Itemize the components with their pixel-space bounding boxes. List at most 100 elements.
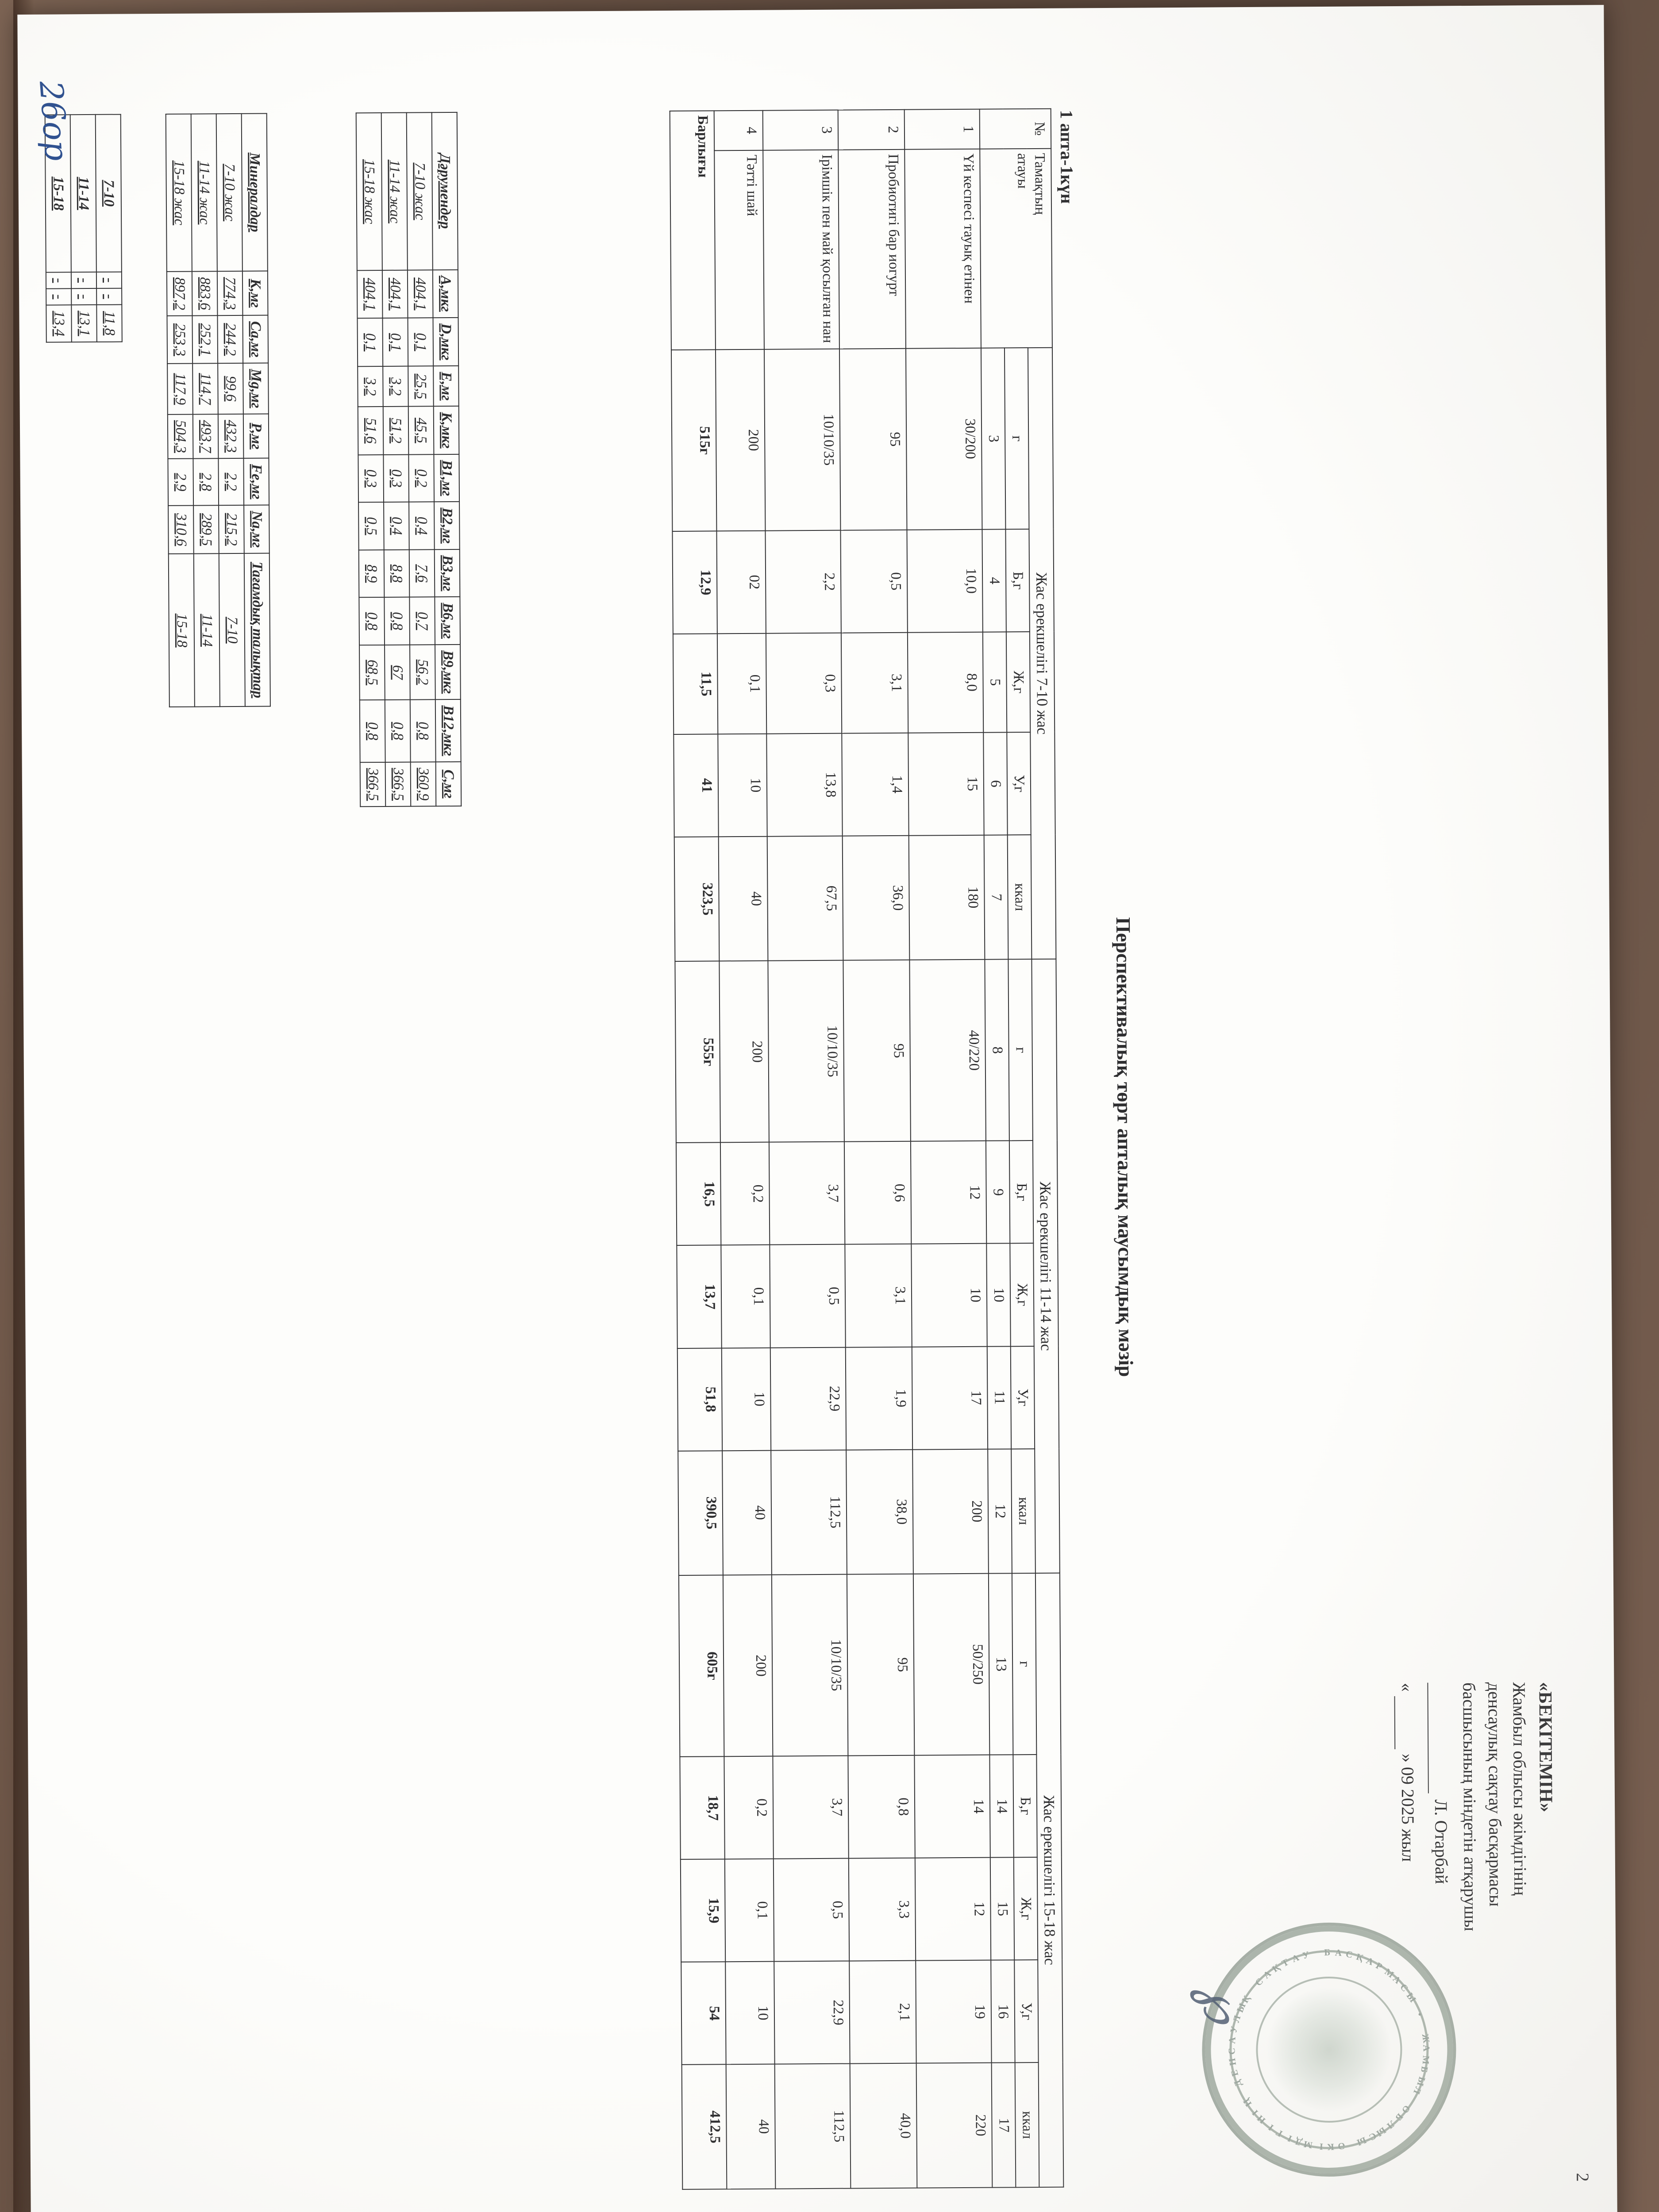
cell-b7: 2,2 xyxy=(765,530,841,634)
menu-table: № Тамақтың атауы Жас ерекшелігі 7-10 жас… xyxy=(669,108,1064,2190)
vit-v: 3,2 xyxy=(357,366,383,407)
cell-k7: 40 xyxy=(718,836,768,961)
vit-v: 366,5 xyxy=(360,762,385,807)
table-row: 2 Пробиотигі бар иогурт 95 0,5 3,1 1,4 3… xyxy=(837,109,917,2189)
cell-b7: 0,5 xyxy=(840,530,908,633)
min-age: 7-10 жас xyxy=(216,113,242,272)
cell-g11: 95 xyxy=(843,960,911,1142)
min-age: 11-14 жас xyxy=(191,114,217,272)
fn-dash-2: - xyxy=(46,288,71,305)
cell-u11: 17 xyxy=(912,1346,988,1450)
total-u11: 51,8 xyxy=(677,1348,722,1451)
vit-h-9: В12,мкг xyxy=(435,699,461,762)
min-v: 2,8 xyxy=(192,458,219,506)
total-f15: 15,9 xyxy=(680,1859,725,1962)
cell-k15: 40 xyxy=(725,2064,775,2189)
vit-v: 25,5 xyxy=(408,366,434,407)
idx-13: 13 xyxy=(988,1573,1013,1755)
page-content-rotated: 2 «БЕКІТЕМІН» Жамбыл облысы әкімдігінің … xyxy=(32,18,1603,2212)
unit-g-15: г xyxy=(1012,1573,1036,1755)
cell-k11: 38,0 xyxy=(846,1449,913,1575)
cell-b7: 10,0 xyxy=(906,529,983,633)
min-h-5: Na,мг xyxy=(243,505,269,554)
food-needs-age: 7-10 xyxy=(219,553,245,707)
approval-title: «БЕКІТЕМІН» xyxy=(1534,1682,1556,1813)
vit-v: 404,1 xyxy=(357,270,383,319)
table-row: 15-18 жас 897,2 253,3 117,9 504,3 2,9 31… xyxy=(166,114,195,707)
idx-4: 4 xyxy=(982,529,1006,632)
cell-k11: 112,5 xyxy=(770,1450,847,1575)
vitamins-header-row: Дәрумендер А,мкг D,мкг Е,мг К,мкг В1,мг … xyxy=(431,112,461,806)
row-dish: Үй кеспесі тауық етінен xyxy=(904,149,981,349)
cell-g7: 10/10/35 xyxy=(764,349,840,531)
cell-k7: 36,0 xyxy=(842,835,909,960)
total-b7: 12,9 xyxy=(672,531,717,634)
idx-16: 16 xyxy=(990,1960,1015,2063)
min-h-2: Мg,мг xyxy=(242,363,269,414)
cell-f15: 0,1 xyxy=(724,1859,774,1962)
fn-age-11-14: 11-14 xyxy=(70,114,96,273)
day-blank xyxy=(1394,1696,1409,1750)
table-row: 3 Ірімшік пен май қосылған нан 10/10/35 … xyxy=(762,110,851,2189)
vit-v: 8,9 xyxy=(358,549,384,598)
vit-h-6: В3,мг xyxy=(434,549,460,597)
idx-17: 17 xyxy=(991,2062,1016,2188)
cell-u7: 15 xyxy=(908,732,984,836)
quote-close: » xyxy=(1397,1753,1418,1763)
cell-g7: 95 xyxy=(839,348,907,530)
vit-h-0: А,мкг xyxy=(432,269,458,318)
total-u7: 41 xyxy=(673,734,719,837)
cell-u11: 22,9 xyxy=(770,1347,846,1451)
cell-g11: 40/220 xyxy=(909,960,986,1142)
unit-k-15: ккал xyxy=(1014,2062,1039,2188)
vit-age: 7-10 жас xyxy=(406,112,433,270)
cell-f11: 3,1 xyxy=(844,1244,912,1348)
min-v: 493,7 xyxy=(192,414,218,459)
cell-u15: 22,9 xyxy=(774,1961,850,2065)
total-k7: 323,5 xyxy=(674,837,719,962)
min-v: 504,3 xyxy=(167,414,193,459)
vit-v: 0,8 xyxy=(384,597,410,645)
cell-b15: 0,8 xyxy=(847,1755,915,1859)
min-v: 253,3 xyxy=(166,315,192,364)
minerals-header-row: Минералдар К,мг Са,мг Мg,мг Р,мг Fe,мг N… xyxy=(241,113,270,707)
minerals-label: Минералдар xyxy=(241,113,268,271)
min-v: 432,3 xyxy=(218,414,243,459)
total-u15: 54 xyxy=(681,1962,726,2065)
approval-line-2: денсаулық сақтау басқармасы xyxy=(1484,1682,1505,1907)
vit-v: 0,4 xyxy=(383,502,409,550)
vit-h-4: В1,мг xyxy=(433,454,459,502)
row-no: 3 xyxy=(762,110,838,150)
approval-line-3: басшысының міндетін атқарушы xyxy=(1459,1682,1481,1932)
total-b15: 18,7 xyxy=(679,1756,725,1860)
header-no: № xyxy=(979,108,1051,149)
min-v: 215,2 xyxy=(218,505,244,554)
cell-g11: 10/10/35 xyxy=(767,960,844,1143)
vit-v: 0,4 xyxy=(408,502,435,550)
row-dish: Тәтті шай xyxy=(714,150,764,350)
idx-12: 12 xyxy=(987,1449,1012,1574)
vit-v: 404,1 xyxy=(407,270,433,318)
total-g11: 555г xyxy=(674,961,720,1143)
cell-b15: 3,7 xyxy=(772,1755,849,1859)
unit-g-7: г xyxy=(1004,348,1029,530)
unit-g-11: г xyxy=(1008,959,1033,1141)
unit-k-11: ккал xyxy=(1011,1448,1035,1574)
unit-u-7: У,г xyxy=(1006,732,1031,835)
vit-v: 51,6 xyxy=(358,407,383,455)
unit-b-7: Б,г xyxy=(1005,529,1030,632)
vit-v: 56,2 xyxy=(409,645,435,700)
total-k15: 412,5 xyxy=(681,2064,727,2189)
min-v: 2,2 xyxy=(218,458,244,506)
vit-v: 68,5 xyxy=(359,645,385,700)
cell-u7: 13,8 xyxy=(766,733,843,837)
cell-u11: 1,9 xyxy=(845,1347,912,1450)
idx-14: 14 xyxy=(989,1755,1014,1858)
week-day-label: 1 апта-1күн xyxy=(1056,110,1077,204)
total-b11: 16,5 xyxy=(676,1142,721,1246)
min-h-1: Са,мг xyxy=(242,315,268,363)
cell-u15: 2,1 xyxy=(849,1960,916,2064)
min-v: 99,6 xyxy=(217,363,243,415)
vitamins-label: Дәрумендер xyxy=(431,112,458,270)
cell-g7: 30/200 xyxy=(905,348,982,530)
